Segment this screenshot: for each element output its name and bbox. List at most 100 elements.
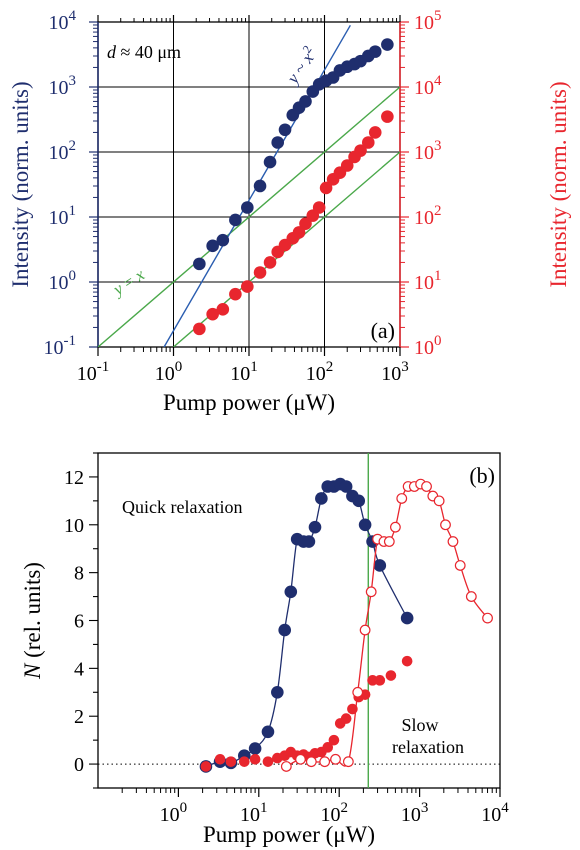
- data-point-blue: [284, 585, 298, 599]
- guide-line-y-equals-x: [98, 86, 400, 347]
- x-tick-label: 103: [401, 800, 429, 826]
- data-point-blue: [358, 518, 372, 532]
- data-point-red: [401, 655, 413, 667]
- x-tick-label: 104: [481, 800, 509, 826]
- data-point-red: [292, 226, 306, 239]
- data-point-blue: [229, 213, 242, 227]
- y-right-tick-label: 100: [414, 333, 442, 359]
- data-point-red: [216, 303, 230, 316]
- y-right-tick-label: 104: [414, 73, 442, 99]
- y-tick-label: 12: [64, 467, 84, 489]
- data-point-red: [249, 753, 261, 765]
- data-point-blue: [248, 742, 262, 755]
- data-point-blue: [241, 201, 254, 214]
- y-right-axis-label: Intensity (norm. units): [546, 81, 571, 287]
- data-point-red: [253, 266, 267, 279]
- data-point-open-red: [454, 560, 466, 571]
- data-point-open-red: [319, 756, 331, 768]
- data-point-open-red: [440, 519, 451, 531]
- y-left-axis-label: Intensity (norm. units): [8, 81, 33, 287]
- data-point-red: [319, 181, 333, 195]
- data-point-red: [361, 136, 375, 149]
- data-point-red: [340, 159, 354, 172]
- data-point-blue: [368, 45, 382, 58]
- annotation-quick-relaxation: Quick relaxation: [122, 497, 242, 517]
- series-curve-0: [205, 483, 408, 768]
- data-point-red: [229, 287, 242, 301]
- data-point-blue: [261, 725, 275, 739]
- data-point-open-red: [365, 586, 377, 598]
- y-tick-label: 2: [74, 706, 84, 728]
- data-point-red: [374, 675, 386, 686]
- panel-b-frame: [97, 452, 501, 789]
- data-point-blue: [308, 520, 322, 534]
- data-point-open-red: [383, 536, 395, 547]
- y-left-tick-label: 102: [49, 138, 77, 164]
- data-point-blue: [271, 136, 285, 149]
- data-point-blue: [253, 179, 267, 193]
- y-axis-label: N (rel. units): [20, 562, 45, 680]
- panel-a-intensity-chart: 10-1 100 101 102 103 10-1 100 101 102 103 104 100 10…: [8, 8, 571, 415]
- data-point-red: [368, 126, 382, 139]
- data-point-blue: [315, 492, 328, 505]
- y-tick-label: 10: [64, 515, 84, 537]
- x-tick-label: 102: [320, 800, 348, 826]
- x-tick-label: 10-1: [77, 359, 110, 385]
- data-point-open-red: [389, 521, 401, 533]
- data-point-blue: [271, 685, 284, 699]
- data-point-open-red: [396, 493, 408, 504]
- data-point-blue: [400, 611, 414, 625]
- y-left-tick-label: 101: [49, 203, 77, 229]
- data-point-open-red: [330, 753, 341, 765]
- data-point-red: [340, 713, 352, 724]
- data-point-blue: [216, 233, 230, 247]
- x-tick-label: 100: [155, 359, 183, 385]
- y-right-tick-label: 101: [414, 268, 442, 294]
- data-point-red: [193, 322, 206, 336]
- panel-label-a: (a): [371, 318, 395, 343]
- data-point-red: [263, 256, 277, 269]
- data-point-open-red: [433, 495, 445, 507]
- data-point-red: [206, 307, 219, 321]
- data-point-red: [225, 756, 237, 767]
- y-right-tick-label: 105: [414, 8, 442, 34]
- y-left-tick-label: 103: [49, 73, 77, 99]
- y-left-tick-label: 100: [49, 268, 77, 294]
- data-point-blue: [352, 494, 366, 508]
- data-point-open-red: [447, 536, 459, 547]
- x-tick-label: 101: [240, 800, 267, 826]
- data-point-open-red: [352, 686, 364, 698]
- thickness-annotation: d ≈ 40 μm: [107, 42, 181, 62]
- data-point-red: [238, 756, 250, 767]
- data-point-red: [354, 144, 367, 157]
- data-point-blue: [373, 559, 387, 572]
- x-tick-label: 100: [160, 800, 188, 826]
- y-left-tick-label: 104: [49, 8, 77, 34]
- panel-b-population-chart: 100 101 102 103 104 0 2 4 6 8 10 12 Pump power (μW) N…: [20, 452, 509, 847]
- annotation-slow: Slow: [401, 715, 438, 735]
- data-point-open-red: [421, 481, 432, 492]
- y-left-tick-label: 10-1: [44, 333, 77, 359]
- data-point-red: [299, 217, 312, 230]
- data-point-red: [322, 742, 334, 753]
- x-tick-label: 102: [306, 359, 334, 385]
- x-axis-label: Pump power (μW): [203, 822, 375, 847]
- data-point-open-red: [280, 761, 292, 772]
- data-point-blue: [193, 257, 206, 271]
- data-point-red: [200, 761, 212, 772]
- data-point-red: [381, 110, 394, 123]
- data-point-blue: [381, 38, 394, 51]
- data-point-blue: [278, 623, 292, 637]
- x-axis-label: Pump power (μW): [163, 390, 335, 415]
- data-point-red: [385, 670, 397, 681]
- x-tick-label: 101: [230, 359, 258, 385]
- data-point-open-red: [359, 624, 371, 636]
- data-point-open-red: [342, 756, 354, 768]
- y-tick-label: 6: [74, 611, 84, 633]
- data-point-red: [214, 753, 226, 765]
- y-tick-label: 0: [74, 754, 84, 776]
- data-point-red: [262, 756, 274, 767]
- data-point-blue: [302, 535, 316, 548]
- data-point-blue: [206, 239, 219, 253]
- y-right-tick-label: 103: [414, 138, 442, 164]
